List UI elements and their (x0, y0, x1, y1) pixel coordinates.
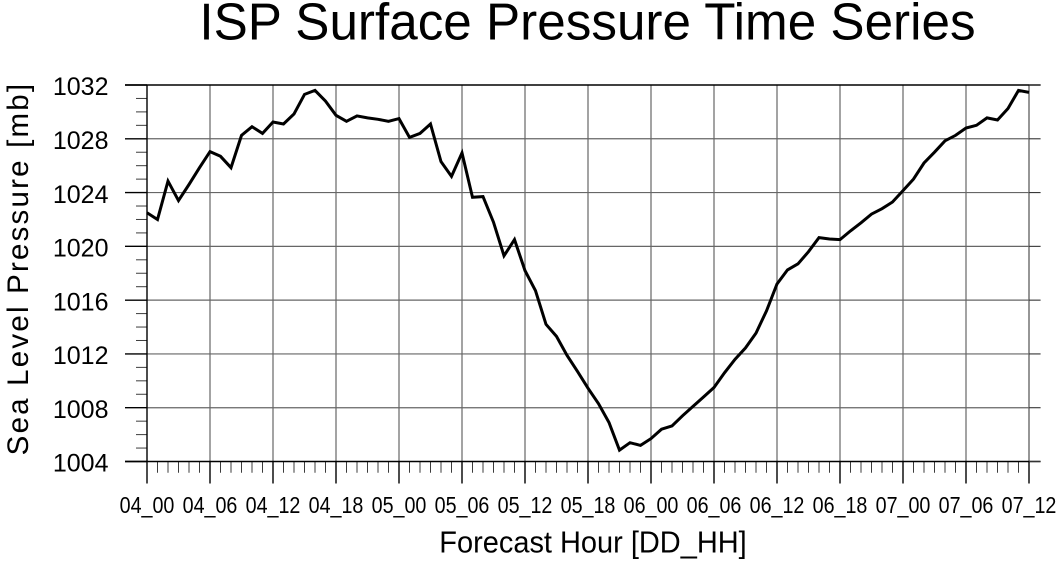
svg-text:1004: 1004 (53, 450, 109, 478)
svg-text:1016: 1016 (53, 288, 109, 316)
svg-text:06_00: 06_00 (624, 492, 679, 518)
svg-text:1032: 1032 (53, 73, 109, 101)
svg-text:07_12: 07_12 (1002, 492, 1056, 518)
svg-text:1008: 1008 (53, 396, 109, 424)
svg-text:04_06: 04_06 (183, 492, 238, 518)
svg-text:06_12: 06_12 (750, 492, 805, 518)
svg-text:05_18: 05_18 (561, 492, 616, 518)
svg-text:07_00: 07_00 (876, 492, 931, 518)
svg-text:1012: 1012 (53, 342, 109, 370)
svg-text:1028: 1028 (53, 127, 109, 155)
svg-text:05_00: 05_00 (372, 492, 427, 518)
svg-text:Sea Level Pressure [mb]: Sea Level Pressure [mb] (2, 82, 35, 456)
svg-text:06_18: 06_18 (813, 492, 868, 518)
svg-text:ISP Surface Pressure Time Seri: ISP Surface Pressure Time Series (199, 0, 975, 51)
svg-text:06_06: 06_06 (687, 492, 742, 518)
svg-text:Forecast Hour [DD_HH]: Forecast Hour [DD_HH] (439, 526, 746, 560)
svg-text:04_00: 04_00 (120, 492, 175, 518)
svg-text:07_06: 07_06 (939, 492, 994, 518)
svg-text:05_12: 05_12 (498, 492, 553, 518)
svg-text:1020: 1020 (53, 235, 109, 263)
svg-text:05_06: 05_06 (435, 492, 490, 518)
svg-text:04_12: 04_12 (246, 492, 301, 518)
svg-text:1024: 1024 (53, 181, 109, 209)
svg-text:04_18: 04_18 (309, 492, 364, 518)
